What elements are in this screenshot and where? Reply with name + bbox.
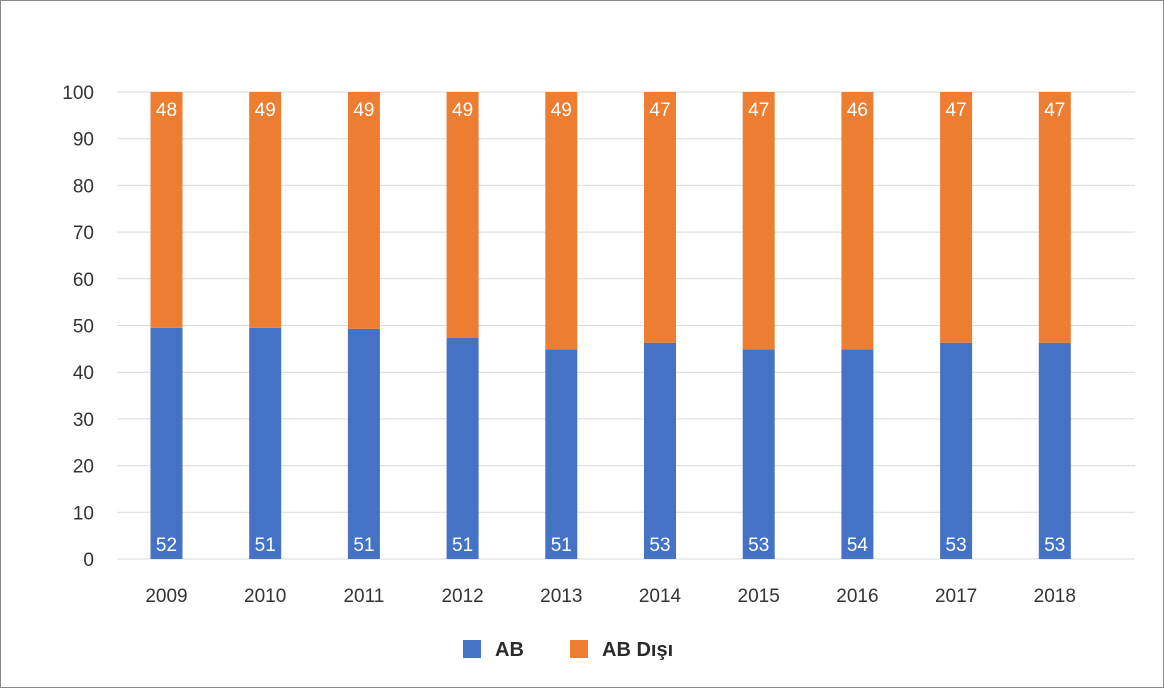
data-label-ab-disi-2013: 49	[551, 100, 572, 121]
data-label-ab-2012: 51	[452, 535, 473, 556]
bar-ab-2014	[644, 342, 676, 559]
y-tick-label-30: 30	[73, 410, 94, 431]
bar-ab-disi-2014	[644, 92, 676, 343]
y-tick-label-20: 20	[73, 457, 94, 478]
x-tick-label-2016: 2016	[836, 586, 878, 607]
x-tick-label-2014: 2014	[639, 586, 682, 607]
bars	[150, 92, 1071, 559]
x-tick-label-2018: 2018	[1034, 586, 1076, 607]
bar-ab-disi-2012	[446, 92, 479, 338]
y-tick-label-40: 40	[73, 363, 94, 384]
bar-ab-disi-2015	[742, 92, 775, 350]
bar-ab-2015	[742, 349, 775, 559]
data-label-ab-2017: 53	[946, 535, 967, 556]
bar-ab-disi-2009	[150, 92, 183, 328]
data-labels: 52 48 51 49 51 49 51 49 51 49 53 47 53 47 54 46 53 47 53 47	[156, 100, 1065, 556]
x-tick-label-2015: 2015	[738, 586, 780, 607]
data-label-ab-disi-2012: 49	[452, 100, 473, 121]
legend-swatch-ab-disi	[570, 640, 588, 658]
y-tick-label-100: 100	[62, 83, 94, 104]
x-tick-label-2009: 2009	[145, 586, 187, 607]
x-axis-ticks: 2009 2010 2011 2012 2013 2014 2015 2016 2017 2018	[145, 586, 1076, 607]
data-label-ab-disi-2010: 49	[255, 100, 276, 121]
bar-ab-2010	[249, 327, 282, 559]
bar-ab-2013	[545, 349, 578, 559]
bar-ab-2012	[446, 337, 479, 559]
legend-label-ab-disi: AB Dışı	[602, 639, 673, 661]
y-tick-label-70: 70	[73, 223, 94, 244]
bar-ab-2017	[940, 342, 973, 559]
data-label-ab-2013: 51	[551, 535, 572, 556]
data-label-ab-2014: 53	[649, 535, 670, 556]
bar-ab-2016	[841, 349, 874, 559]
data-label-ab-2015: 53	[748, 535, 769, 556]
bar-ab-disi-2018	[1038, 92, 1071, 343]
y-axis-ticks: 0 10 20 30 40 50 60 70 80 90 100	[62, 83, 94, 571]
data-label-ab-2009: 52	[156, 535, 177, 556]
y-tick-label-60: 60	[73, 270, 94, 291]
data-label-ab-disi-2011: 49	[353, 100, 374, 121]
data-label-ab-disi-2014: 47	[649, 100, 670, 121]
y-tick-label-80: 80	[73, 176, 94, 197]
data-label-ab-disi-2016: 46	[847, 100, 868, 121]
data-label-ab-disi-2017: 47	[946, 100, 967, 121]
x-tick-label-2010: 2010	[244, 586, 286, 607]
x-tick-label-2011: 2011	[343, 586, 384, 607]
x-tick-label-2012: 2012	[441, 586, 483, 607]
data-label-ab-disi-2018: 47	[1044, 100, 1065, 121]
legend-swatch-ab	[463, 640, 481, 658]
x-tick-label-2013: 2013	[540, 586, 582, 607]
bar-ab-2011	[347, 328, 380, 559]
data-label-ab-disi-2015: 47	[748, 100, 769, 121]
y-tick-label-50: 50	[73, 317, 94, 338]
x-tick-label-2017: 2017	[935, 586, 977, 607]
bar-ab-disi-2013	[545, 92, 578, 350]
data-label-ab-2010: 51	[255, 535, 276, 556]
data-label-ab-disi-2009: 48	[156, 100, 177, 121]
bar-ab-disi-2010	[249, 92, 282, 328]
bar-ab-disi-2016	[841, 92, 874, 350]
bar-ab-disi-2011	[347, 92, 380, 329]
y-tick-label-90: 90	[73, 130, 94, 151]
bar-ab-2018	[1038, 342, 1071, 559]
y-tick-label-10: 10	[73, 503, 94, 524]
y-tick-label-0: 0	[83, 550, 94, 571]
data-label-ab-2018: 53	[1044, 535, 1065, 556]
bar-ab-disi-2017	[940, 92, 973, 343]
legend: AB AB Dışı	[463, 639, 673, 661]
bar-ab-2009	[150, 327, 183, 559]
data-label-ab-2016: 54	[847, 535, 869, 556]
legend-label-ab: AB	[495, 639, 524, 661]
data-label-ab-2011: 51	[353, 535, 374, 556]
